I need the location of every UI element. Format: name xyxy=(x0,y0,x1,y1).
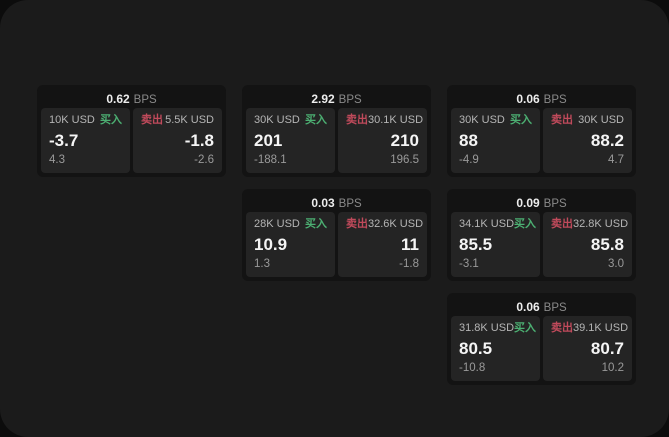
sell-amount: 32.8K USD xyxy=(573,218,629,230)
bps-header: 0.62 BPS xyxy=(41,89,222,108)
buy-price: 85.5 xyxy=(459,234,493,254)
bps-value: 0.09 xyxy=(516,196,540,210)
bps-unit: BPS xyxy=(543,302,567,314)
sell-quote-tile[interactable]: 卖出 5.5K USD -1.8 -2.6 xyxy=(133,108,222,173)
sell-delta: -2.6 xyxy=(194,154,214,166)
bps-unit: BPS xyxy=(133,94,157,106)
buy-delta: -4.9 xyxy=(459,154,479,166)
sell-delta: 196.5 xyxy=(390,154,419,166)
bps-header: 0.09 BPS xyxy=(451,193,632,212)
sell-badge: 卖出 xyxy=(346,218,368,230)
sell-amount: 32.6K USD xyxy=(368,218,424,230)
buy-amount: 28K USD xyxy=(254,218,300,230)
buy-delta: 4.3 xyxy=(49,154,65,166)
bps-value: 0.03 xyxy=(311,196,335,210)
buy-delta: -10.8 xyxy=(459,362,486,374)
buy-quote-tile[interactable]: 10K USD 买入 -3.7 4.3 xyxy=(41,108,130,173)
sell-delta: -1.8 xyxy=(399,258,419,270)
quote-card: 0.03 BPS 28K USD 买入 10.9 1.3 卖出 xyxy=(242,189,431,281)
bps-header: 2.92 BPS xyxy=(246,89,427,108)
buy-amount: 10K USD xyxy=(49,114,95,126)
buy-badge: 买入 xyxy=(100,114,122,126)
quote-tiles: 34.1K USD 买入 85.5 -3.1 卖出 32.8K USD 85.8… xyxy=(451,212,632,277)
sell-quote-tile[interactable]: 卖出 30.1K USD 210 196.5 xyxy=(338,108,427,173)
buy-delta: -3.1 xyxy=(459,258,479,270)
sell-badge: 卖出 xyxy=(141,114,163,126)
buy-amount: 31.8K USD xyxy=(459,322,515,334)
buy-quote-tile[interactable]: 34.1K USD 买入 85.5 -3.1 xyxy=(451,212,540,277)
buy-quote-tile[interactable]: 30K USD 买入 88 -4.9 xyxy=(451,108,540,173)
sell-price: 80.7 xyxy=(590,338,624,358)
sell-amount: 30K USD xyxy=(578,114,624,126)
bps-unit: BPS xyxy=(338,198,362,210)
buy-price: 201 xyxy=(254,130,283,150)
sell-price: -1.8 xyxy=(184,130,214,150)
sell-amount: 30.1K USD xyxy=(368,114,424,126)
sell-badge: 卖出 xyxy=(551,322,573,334)
sell-price: 210 xyxy=(390,130,419,150)
buy-badge: 买入 xyxy=(514,218,537,230)
buy-badge: 买入 xyxy=(305,218,327,230)
quote-card: 2.92 BPS 30K USD 买入 201 -188.1 卖出 xyxy=(242,85,431,177)
sell-quote-tile[interactable]: 卖出 32.8K USD 85.8 3.0 xyxy=(543,212,632,277)
quote-tiles: 28K USD 买入 10.9 1.3 卖出 32.6K USD 11 -1.8 xyxy=(246,212,427,277)
sell-delta: 3.0 xyxy=(608,258,624,270)
buy-price: 88 xyxy=(459,130,478,150)
bps-unit: BPS xyxy=(543,94,567,106)
buy-amount: 30K USD xyxy=(254,114,300,126)
bps-header: 0.06 BPS xyxy=(451,297,632,316)
bps-value: 0.06 xyxy=(516,92,540,106)
quote-card: 0.06 BPS 30K USD 买入 88 -4.9 卖出 xyxy=(447,85,636,177)
buy-quote-tile[interactable]: 31.8K USD 买入 80.5 -10.8 xyxy=(451,316,540,381)
quote-tiles: 30K USD 买入 88 -4.9 卖出 30K USD 88.2 4.7 xyxy=(451,108,632,173)
buy-amount: 30K USD xyxy=(459,114,505,126)
sell-badge: 卖出 xyxy=(551,218,573,230)
buy-badge: 买入 xyxy=(305,114,327,126)
bps-unit: BPS xyxy=(543,198,567,210)
bps-header: 0.06 BPS xyxy=(451,89,632,108)
quote-tiles: 30K USD 买入 201 -188.1 卖出 30.1K USD 210 1… xyxy=(246,108,427,173)
bps-unit: BPS xyxy=(338,94,362,106)
sell-badge: 卖出 xyxy=(346,114,368,126)
buy-price: 10.9 xyxy=(254,234,288,254)
sell-price: 88.2 xyxy=(590,130,624,150)
bps-value: 2.92 xyxy=(311,92,335,106)
quote-card: 0.09 BPS 34.1K USD 买入 85.5 -3.1 卖出 xyxy=(447,189,636,281)
sell-delta: 10.2 xyxy=(601,362,624,374)
sell-amount: 5.5K USD xyxy=(165,114,214,126)
buy-badge: 买入 xyxy=(510,114,532,126)
quote-card: 0.06 BPS 31.8K USD 买入 80.5 -10.8 卖出 xyxy=(447,293,636,385)
buy-quote-tile[interactable]: 28K USD 买入 10.9 1.3 xyxy=(246,212,335,277)
bps-value: 0.06 xyxy=(516,300,540,314)
buy-quote-tile[interactable]: 30K USD 买入 201 -188.1 xyxy=(246,108,335,173)
bps-value: 0.62 xyxy=(106,92,130,106)
buy-delta: -188.1 xyxy=(254,154,287,166)
sell-delta: 4.7 xyxy=(608,154,624,166)
sell-amount: 39.1K USD xyxy=(573,322,629,334)
buy-badge: 买入 xyxy=(514,322,537,334)
sell-badge: 卖出 xyxy=(551,114,573,126)
bps-header: 0.03 BPS xyxy=(246,193,427,212)
quote-tiles: 10K USD 买入 -3.7 4.3 卖出 5.5K USD -1.8 -2.… xyxy=(41,108,222,173)
sell-price: 85.8 xyxy=(590,234,624,254)
buy-delta: 1.3 xyxy=(254,258,270,270)
quote-card: 0.62 BPS 10K USD 买入 -3.7 4.3 卖出 xyxy=(37,85,226,177)
sell-price: 11 xyxy=(401,234,419,254)
quote-cards-grid: 0.62 BPS 10K USD 买入 -3.7 4.3 卖出 xyxy=(37,85,636,385)
sell-quote-tile[interactable]: 卖出 39.1K USD 80.7 10.2 xyxy=(543,316,632,381)
sell-quote-tile[interactable]: 卖出 32.6K USD 11 -1.8 xyxy=(338,212,427,277)
buy-price: 80.5 xyxy=(459,338,493,358)
buy-price: -3.7 xyxy=(49,130,79,150)
quote-tiles: 31.8K USD 买入 80.5 -10.8 卖出 39.1K USD 80.… xyxy=(451,316,632,381)
sell-quote-tile[interactable]: 卖出 30K USD 88.2 4.7 xyxy=(543,108,632,173)
buy-amount: 34.1K USD xyxy=(459,218,515,230)
